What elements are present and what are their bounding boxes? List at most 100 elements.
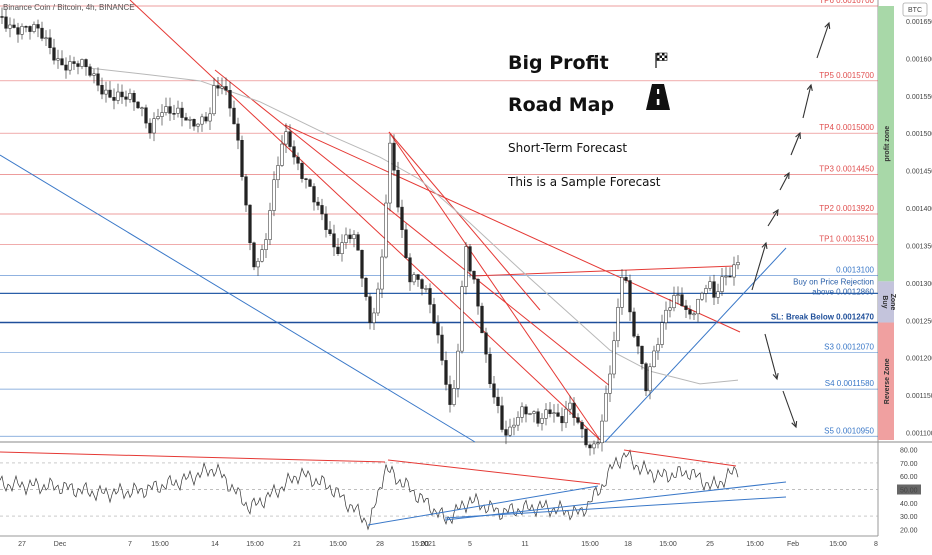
- candle: [216, 76, 220, 97]
- candle-body: [300, 163, 304, 179]
- candle: [172, 104, 176, 121]
- candle-body: [104, 89, 108, 95]
- candle: [436, 315, 440, 344]
- candle: [596, 437, 600, 449]
- candle: [292, 140, 296, 165]
- candle-body: [12, 24, 16, 28]
- candle-body: [636, 335, 640, 347]
- candle-body: [508, 426, 512, 436]
- candle-body: [32, 24, 36, 32]
- candle: [164, 97, 168, 116]
- candle-body: [128, 93, 132, 100]
- candle-body: [4, 16, 8, 29]
- time-tick-label: 27: [18, 541, 26, 548]
- candle-body: [156, 116, 160, 119]
- oscillator-current-value: 50.00: [900, 488, 918, 495]
- candle: [732, 256, 736, 286]
- time-tick-label: 14: [211, 541, 219, 548]
- candle: [656, 337, 660, 360]
- candle-body: [572, 402, 576, 418]
- candle-body: [496, 396, 500, 406]
- candle: [316, 197, 320, 211]
- candle-body: [380, 256, 384, 290]
- candle-body: [372, 312, 376, 323]
- candle: [204, 111, 208, 124]
- candle-body: [484, 332, 488, 355]
- candle: [72, 56, 76, 71]
- candle-body: [160, 112, 164, 117]
- candle: [232, 100, 236, 125]
- candle-body: [96, 73, 100, 86]
- candle: [492, 375, 496, 404]
- candle: [188, 116, 192, 129]
- candle-body: [696, 298, 700, 315]
- candle-body: [36, 24, 40, 29]
- candle-body: [84, 59, 88, 68]
- candle-body: [504, 429, 508, 436]
- level-label: TP3 0.0014450: [819, 164, 874, 173]
- oscillator-trend-support: [444, 481, 787, 521]
- candle-body: [92, 73, 96, 76]
- candle: [700, 291, 704, 301]
- candle: [352, 230, 356, 248]
- candle: [584, 428, 588, 448]
- candle-body: [476, 278, 480, 307]
- candle-body: [344, 234, 348, 243]
- zone-label: Buy: [881, 295, 888, 308]
- candle-body: [644, 363, 648, 392]
- candle-body: [416, 274, 420, 280]
- price-tick-label: 0.0012000: [906, 356, 932, 363]
- candle-body: [464, 246, 468, 287]
- level-label: TP2 0.0013920: [819, 204, 874, 213]
- candle: [724, 267, 728, 286]
- candle: [512, 417, 516, 436]
- candle: [592, 440, 596, 455]
- candle: [632, 307, 636, 339]
- candle: [648, 363, 652, 400]
- candle-body: [624, 277, 628, 281]
- candle: [464, 242, 468, 295]
- time-tick-label: 2021: [420, 541, 436, 548]
- flag-square: [664, 55, 667, 58]
- candle-body: [628, 280, 632, 313]
- candle: [496, 388, 500, 414]
- candle-body: [668, 307, 672, 311]
- candle: [432, 297, 436, 324]
- candle: [704, 284, 708, 303]
- candle-body: [148, 122, 152, 134]
- candle: [448, 375, 452, 413]
- price-tick-label: 0.0014000: [906, 206, 932, 213]
- candle: [428, 283, 432, 314]
- candle: [712, 274, 716, 305]
- candle-body: [204, 116, 208, 122]
- candle: [228, 81, 232, 117]
- time-tick-label: Dec: [54, 541, 67, 548]
- forecast-arrow: [802, 83, 813, 119]
- candle-body: [332, 233, 336, 248]
- candle: [144, 104, 148, 129]
- candle: [20, 23, 24, 40]
- candle-body: [112, 97, 116, 101]
- candle-body: [320, 205, 324, 215]
- candle: [516, 411, 520, 431]
- candle-body: [364, 277, 368, 297]
- price-tick-label: 0.0013000: [906, 281, 932, 288]
- time-tick-label: 15:00: [746, 541, 764, 548]
- candle-body: [328, 229, 332, 234]
- candle-body: [188, 119, 192, 121]
- forecast-arrow: [816, 21, 831, 59]
- annotation-title: Big Profit: [508, 52, 609, 74]
- price-tick-label: 0.0016000: [906, 56, 932, 63]
- candle: [652, 345, 656, 368]
- candle: [288, 124, 292, 150]
- candle: [500, 396, 504, 433]
- candle-body: [404, 229, 408, 258]
- candle: [628, 274, 632, 321]
- candle: [264, 233, 268, 258]
- candle-body: [672, 295, 676, 309]
- candle: [192, 118, 196, 131]
- candle-body: [680, 294, 684, 307]
- candle-body: [80, 59, 84, 67]
- candle: [68, 55, 72, 75]
- candle-body: [268, 210, 272, 240]
